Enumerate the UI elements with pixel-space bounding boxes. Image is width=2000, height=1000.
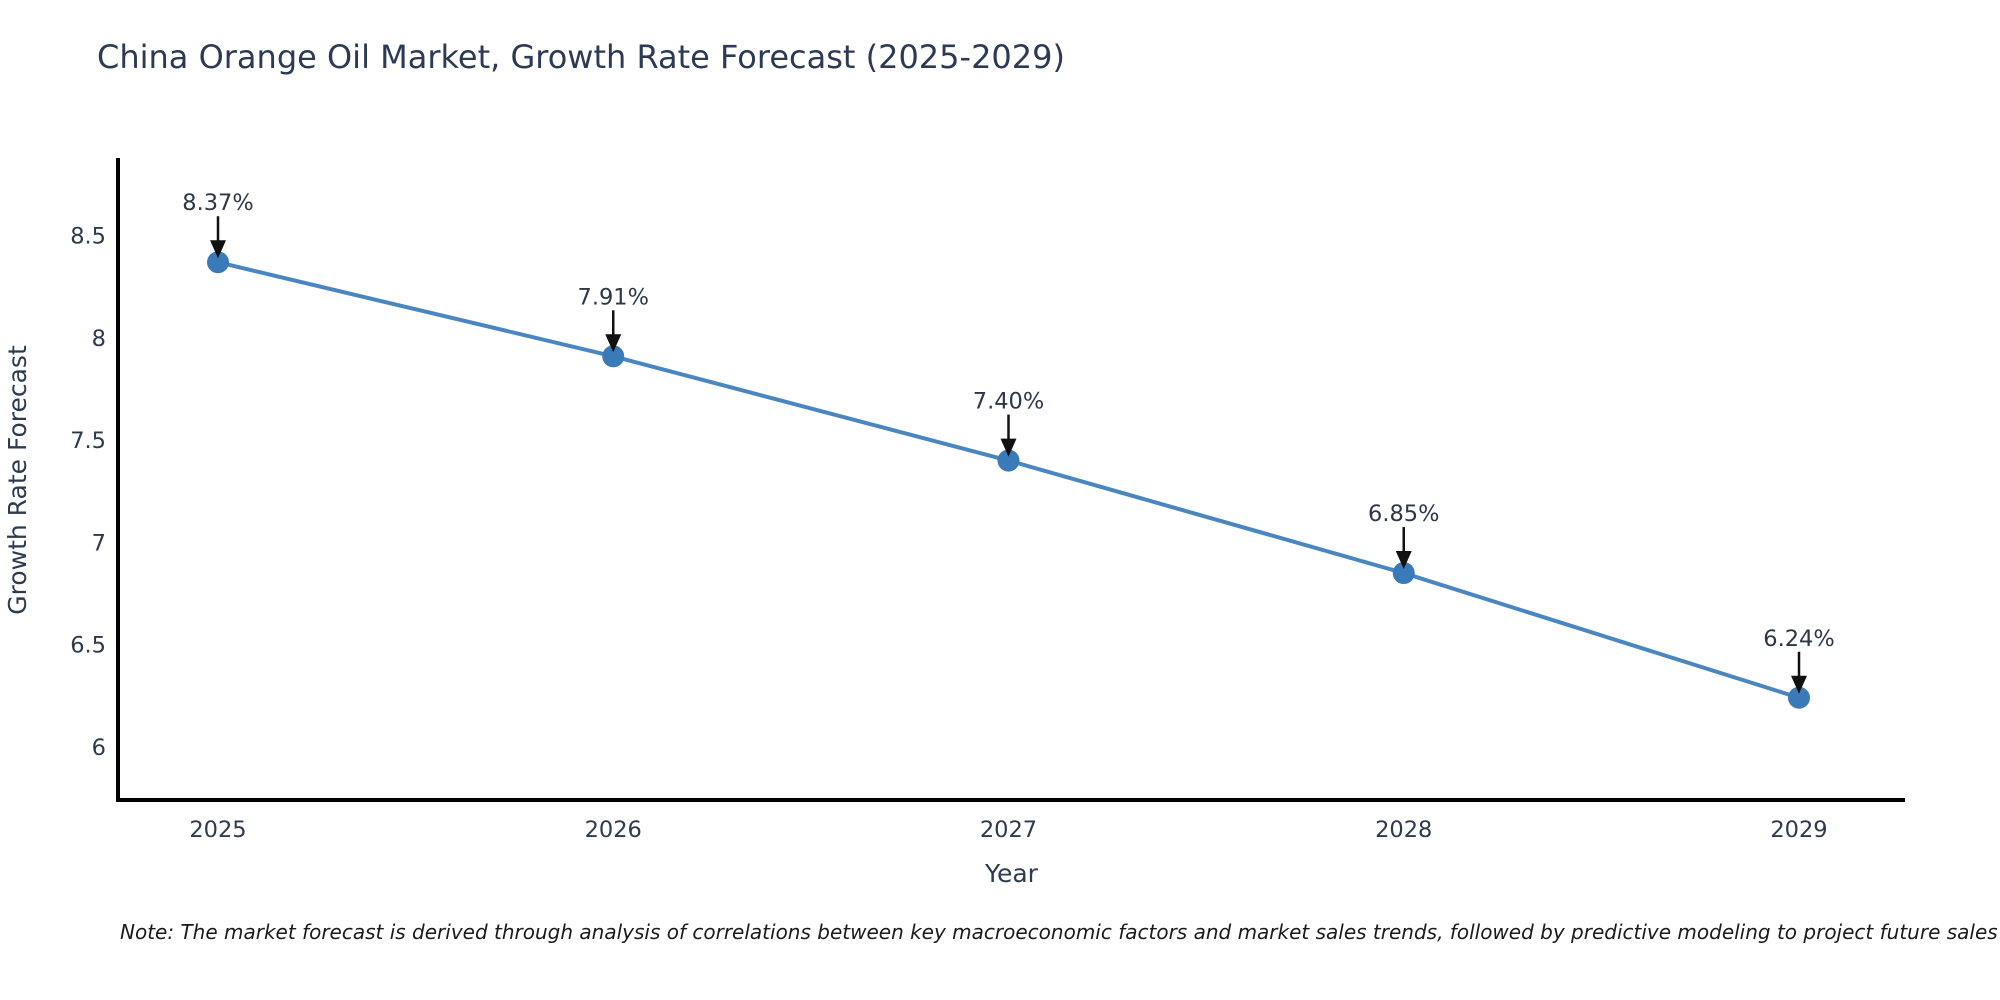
- data-point-marker: [1788, 686, 1810, 709]
- data-point-marker: [602, 345, 625, 368]
- annotation-arrow-head: [1395, 551, 1412, 570]
- y-tick-label: 7: [92, 530, 106, 556]
- trend-line: [216, 260, 1801, 700]
- annotation-arrow-head: [1791, 675, 1807, 694]
- annotation-arrow-head: [1000, 438, 1017, 457]
- annotation-arrow-head: [605, 334, 622, 353]
- y-tick-label: 8: [92, 326, 106, 352]
- footnote: Note: The market forecast is derived thr…: [120, 920, 1998, 944]
- annotation-arrow-head: [210, 240, 226, 259]
- chart-title: China Orange Oil Market, Growth Rate For…: [97, 38, 1065, 76]
- x-axis-title: Year: [984, 859, 1039, 888]
- x-tick-label: 2025: [189, 817, 246, 843]
- y-axis-title: Growth Rate Forecast: [3, 345, 32, 615]
- x-tick-label: 2029: [1770, 817, 1827, 843]
- x-tick-label: 2026: [585, 817, 642, 843]
- x-tick-label: 2028: [1375, 817, 1432, 843]
- point-label: 7.40%: [973, 389, 1044, 415]
- data-point-marker: [1392, 562, 1415, 585]
- y-tick-label: 7.5: [70, 428, 106, 454]
- point-label: 8.37%: [182, 190, 253, 216]
- y-tick-label: 6.5: [70, 633, 106, 659]
- point-label: 6.24%: [1763, 626, 1834, 652]
- y-tick-label: 8.5: [70, 224, 106, 250]
- point-label: 6.85%: [1368, 501, 1439, 527]
- data-point-marker: [997, 449, 1020, 472]
- y-tick-label: 6: [92, 735, 106, 761]
- data-point-marker: [207, 251, 229, 274]
- point-label: 7.91%: [578, 284, 649, 310]
- x-tick-label: 2027: [980, 817, 1037, 843]
